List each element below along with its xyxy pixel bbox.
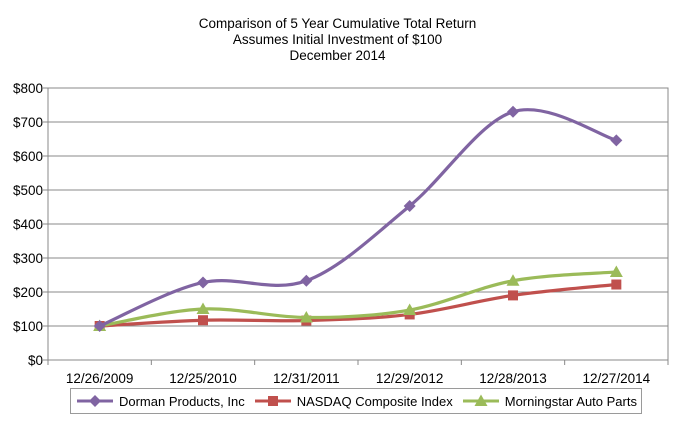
- series-line-morningstar: [98, 270, 618, 328]
- data-point-morningstar: [506, 274, 520, 286]
- x-tick-label: 12/28/2013: [479, 371, 547, 386]
- y-tick-label: $300: [13, 251, 43, 266]
- legend-item-morningstar: Morningstar Auto Parts: [461, 394, 637, 409]
- chart-title: Comparison of 5 Year Cumulative Total Re…: [198, 16, 477, 31]
- data-point-dorman: [507, 105, 519, 118]
- y-tick-label: $800: [13, 81, 43, 96]
- x-tick-label: 12/26/2009: [66, 371, 134, 386]
- y-tick-label: $700: [13, 115, 43, 130]
- legend-label-morningstar: Morningstar Auto Parts: [504, 393, 637, 409]
- x-tick-label: 12/31/2011: [273, 371, 340, 386]
- data-point-dorman: [610, 134, 623, 147]
- y-tick-label: $500: [13, 183, 43, 198]
- x-tick-label: 12/27/2014: [583, 371, 651, 386]
- x-tick-label: 12/25/2010: [169, 371, 237, 386]
- legend-marker: [267, 396, 278, 406]
- legend-item-dorman: Dorman Products, Inc: [75, 394, 245, 409]
- data-point-dorman: [93, 320, 106, 332]
- data-point-nasdaq: [198, 315, 208, 326]
- legend-marker: [474, 394, 488, 406]
- data-point-morningstar: [196, 302, 210, 314]
- y-tick-label: $200: [13, 285, 43, 300]
- legend-swatch-morningstar: [462, 394, 499, 406]
- x-tick-label: 12/29/2012: [376, 371, 444, 386]
- data-point-dorman: [197, 276, 209, 289]
- chart-subtitle-2: December 2014: [289, 48, 386, 63]
- data-point-morningstar: [299, 311, 313, 323]
- data-point-morningstar: [609, 265, 623, 277]
- series-line-nasdaq: [98, 282, 618, 328]
- y-tick-label: $0: [28, 353, 43, 368]
- data-point-morningstar: [403, 303, 417, 316]
- legend-label-dorman: Dorman Products, Inc: [118, 393, 245, 409]
- y-tick-label: $400: [13, 217, 43, 232]
- chart-subtitle-1: Assumes Initial Investment of $100: [232, 32, 443, 47]
- series-line-dorman: [98, 108, 618, 328]
- data-point-dorman: [300, 274, 313, 287]
- data-point-nasdaq: [611, 279, 622, 290]
- data-point-dorman: [403, 199, 416, 212]
- legend-swatch-dorman: [76, 395, 113, 407]
- legend-swatch-nasdaq: [254, 396, 291, 406]
- legend-item-nasdaq: NASDAQ Composite Index: [253, 394, 453, 409]
- chart-legend: Dorman Products, Inc NASDAQ Composite In…: [70, 388, 642, 414]
- data-point-nasdaq: [508, 290, 518, 301]
- legend-marker: [88, 395, 101, 407]
- y-tick-label: $600: [13, 149, 43, 164]
- legend-label-nasdaq: NASDAQ Composite Index: [296, 393, 453, 409]
- y-tick-label: $100: [13, 319, 43, 334]
